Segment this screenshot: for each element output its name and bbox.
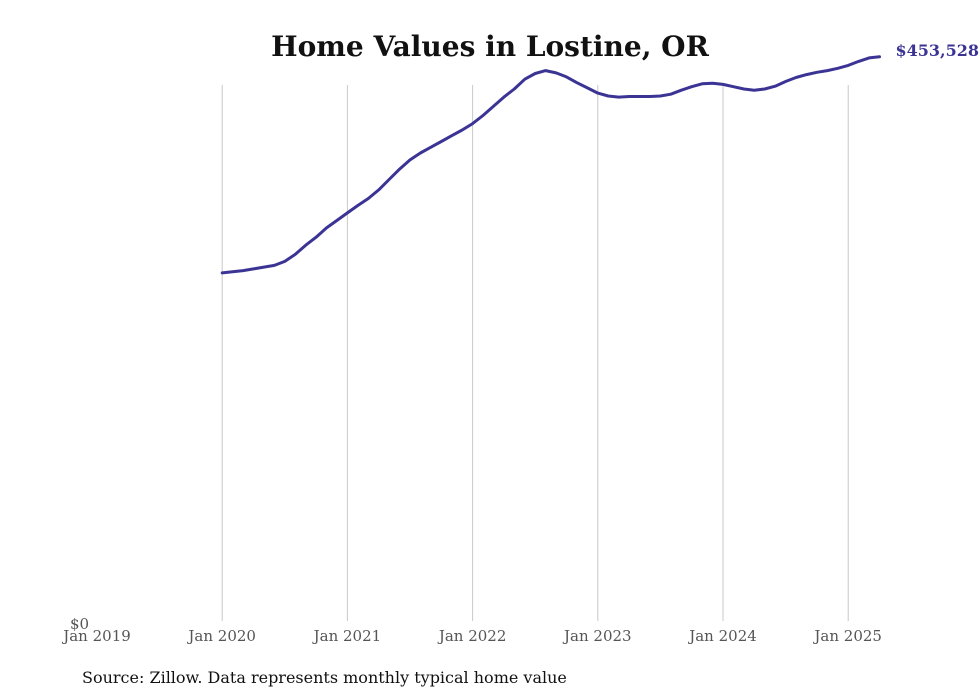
x-tick-label: Jan 2020 [186,627,256,645]
end-value-label: $453,528 [896,41,980,60]
x-axis-tick-labels: Jan 2019 Jan 2020 Jan 2021 Jan 2022 Jan 2023… [61,627,882,645]
series-layer: $453,528 [220,41,980,275]
gridlines [221,85,849,621]
source-note: Source: Zillow. Data represents monthly … [82,668,567,687]
x-tick-label: Jan 2022 [437,627,507,645]
y-tick-label: $0 [70,615,89,633]
x-tick-label: Jan 2023 [562,627,632,645]
x-tick-label: Jan 2024 [687,627,757,645]
x-tick-label: Jan 2025 [812,627,882,645]
x-tick-label: Jan 2019 [61,627,131,645]
chart-title: Home Values in Lostine, OR [271,30,709,63]
x-tick-label: Jan 2021 [312,627,382,645]
series-line [220,55,881,275]
y-axis-tick-labels: $0 [70,615,89,633]
